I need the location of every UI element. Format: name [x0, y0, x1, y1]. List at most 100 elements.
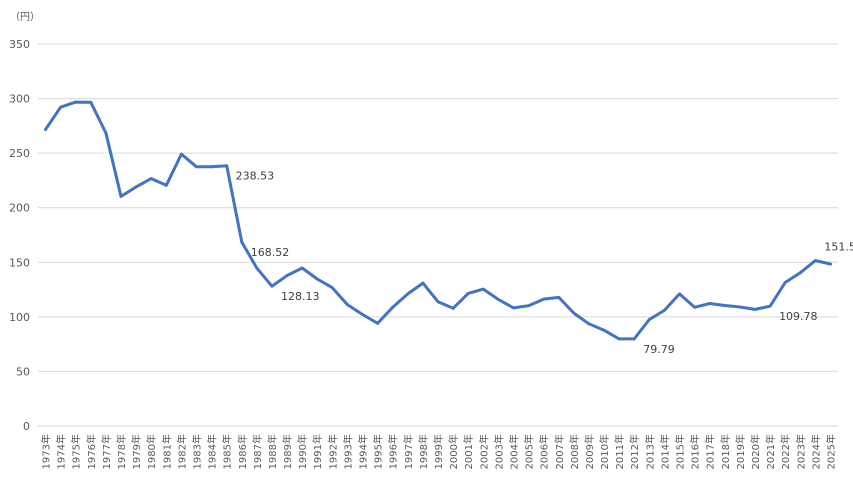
data-point	[195, 165, 198, 169]
data-labels: 238.53 168.52 128.13 79.79 109.78 151.5	[236, 170, 853, 356]
x-tick-label: 1999年	[432, 434, 445, 469]
x-tick-label: 2007年	[553, 434, 566, 469]
y-tick-label: 200	[9, 202, 30, 215]
data-label: 238.53	[236, 170, 275, 183]
x-tick-label: 1992年	[326, 434, 339, 469]
x-tick-label: 2001年	[462, 434, 475, 469]
data-point	[512, 306, 515, 310]
data-point	[602, 328, 606, 332]
y-tick-label: 250	[9, 147, 30, 160]
data-point	[406, 292, 410, 296]
x-tick-label: 1980年	[145, 434, 158, 469]
x-tick-label: 2024年	[809, 434, 822, 469]
x-tick-label: 2003年	[492, 434, 505, 469]
data-point	[466, 291, 470, 295]
y-axis-ticks: 0 50 100 150 200 250 300 350	[9, 38, 30, 433]
x-axis-ticks: 1973年 1974年 1975年 1976年 1977年 1978年 1979年 1980年…	[40, 434, 838, 469]
x-tick-label: 2004年	[507, 434, 520, 469]
data-point	[738, 305, 742, 309]
data-point	[678, 292, 681, 296]
x-tick-label: 2017年	[704, 434, 717, 469]
x-tick-label: 1973年	[40, 434, 53, 469]
y-tick-label: 300	[9, 93, 30, 106]
y-tick-label: 50	[16, 365, 30, 378]
data-point	[723, 304, 727, 307]
x-tick-label: 2016年	[689, 434, 702, 469]
x-tick-label: 2012年	[628, 434, 641, 469]
data-point	[89, 100, 93, 104]
data-point	[240, 240, 244, 244]
x-tick-label: 1982年	[175, 434, 188, 469]
x-tick-label: 2021年	[764, 434, 777, 469]
x-tick-label: 2005年	[523, 434, 536, 469]
data-point	[783, 281, 787, 284]
x-tick-label: 1989年	[281, 434, 294, 469]
x-tick-label: 1985年	[221, 434, 234, 469]
data-point	[270, 284, 274, 288]
data-point	[421, 281, 425, 285]
data-point	[693, 305, 697, 309]
data-point	[225, 164, 229, 168]
data-label: 168.52	[251, 246, 290, 259]
x-tick-label: 1978年	[115, 434, 128, 469]
data-point	[300, 266, 304, 270]
data-point	[451, 306, 455, 310]
x-tick-label: 2000年	[447, 434, 460, 469]
x-tick-label: 1997年	[402, 434, 415, 469]
x-tick-label: 2008年	[568, 434, 581, 469]
data-point	[481, 287, 485, 291]
data-label: 128.13	[281, 290, 320, 303]
data-point	[768, 304, 772, 308]
y-tick-label: 0	[23, 420, 30, 433]
y-tick-label: 350	[9, 38, 30, 51]
x-tick-label: 1974年	[55, 434, 68, 469]
data-point	[330, 286, 334, 290]
x-tick-label: 2010年	[598, 434, 611, 469]
data-point	[255, 266, 259, 270]
data-point	[436, 300, 440, 304]
data-label: 109.78	[779, 310, 818, 323]
x-tick-label: 2006年	[538, 434, 551, 469]
x-tick-label: 2022年	[779, 434, 792, 469]
x-tick-label: 1975年	[70, 434, 83, 469]
y-tick-label: 100	[9, 311, 30, 324]
data-point	[134, 185, 138, 189]
x-tick-label: 1991年	[311, 434, 324, 469]
x-tick-label: 2025年	[824, 434, 837, 469]
x-tick-label: 1996年	[387, 434, 400, 469]
data-point	[391, 305, 395, 309]
data-point	[647, 318, 651, 321]
x-tick-label: 2019年	[734, 434, 747, 469]
data-point	[663, 309, 666, 312]
data-point	[164, 183, 168, 187]
x-tick-label: 2023年	[794, 434, 807, 469]
x-tick-label: 1981年	[160, 434, 173, 469]
data-point	[587, 322, 591, 326]
data-point	[315, 277, 319, 281]
x-tick-label: 2013年	[643, 434, 656, 469]
data-point	[119, 194, 123, 198]
data-point	[542, 297, 546, 301]
data-point	[798, 271, 802, 275]
data-point	[361, 313, 364, 316]
x-tick-label: 1979年	[130, 434, 143, 469]
data-point	[44, 128, 47, 131]
data-point	[376, 321, 380, 325]
data-label: 151.5	[824, 241, 853, 254]
data-point	[829, 262, 832, 266]
x-tick-label: 1987年	[251, 434, 264, 469]
x-tick-label: 1998年	[417, 434, 430, 469]
x-tick-label: 1977年	[100, 434, 113, 469]
data-point	[179, 152, 183, 156]
x-tick-label: 2018年	[719, 434, 732, 469]
x-tick-label: 1983年	[190, 434, 203, 469]
series-line	[44, 100, 832, 341]
data-point	[346, 303, 349, 307]
data-point	[617, 337, 621, 341]
data-point	[557, 296, 561, 299]
data-point	[813, 259, 817, 263]
x-tick-label: 1986年	[236, 434, 249, 469]
gridlines	[38, 43, 838, 427]
x-tick-label: 1990年	[296, 434, 309, 469]
